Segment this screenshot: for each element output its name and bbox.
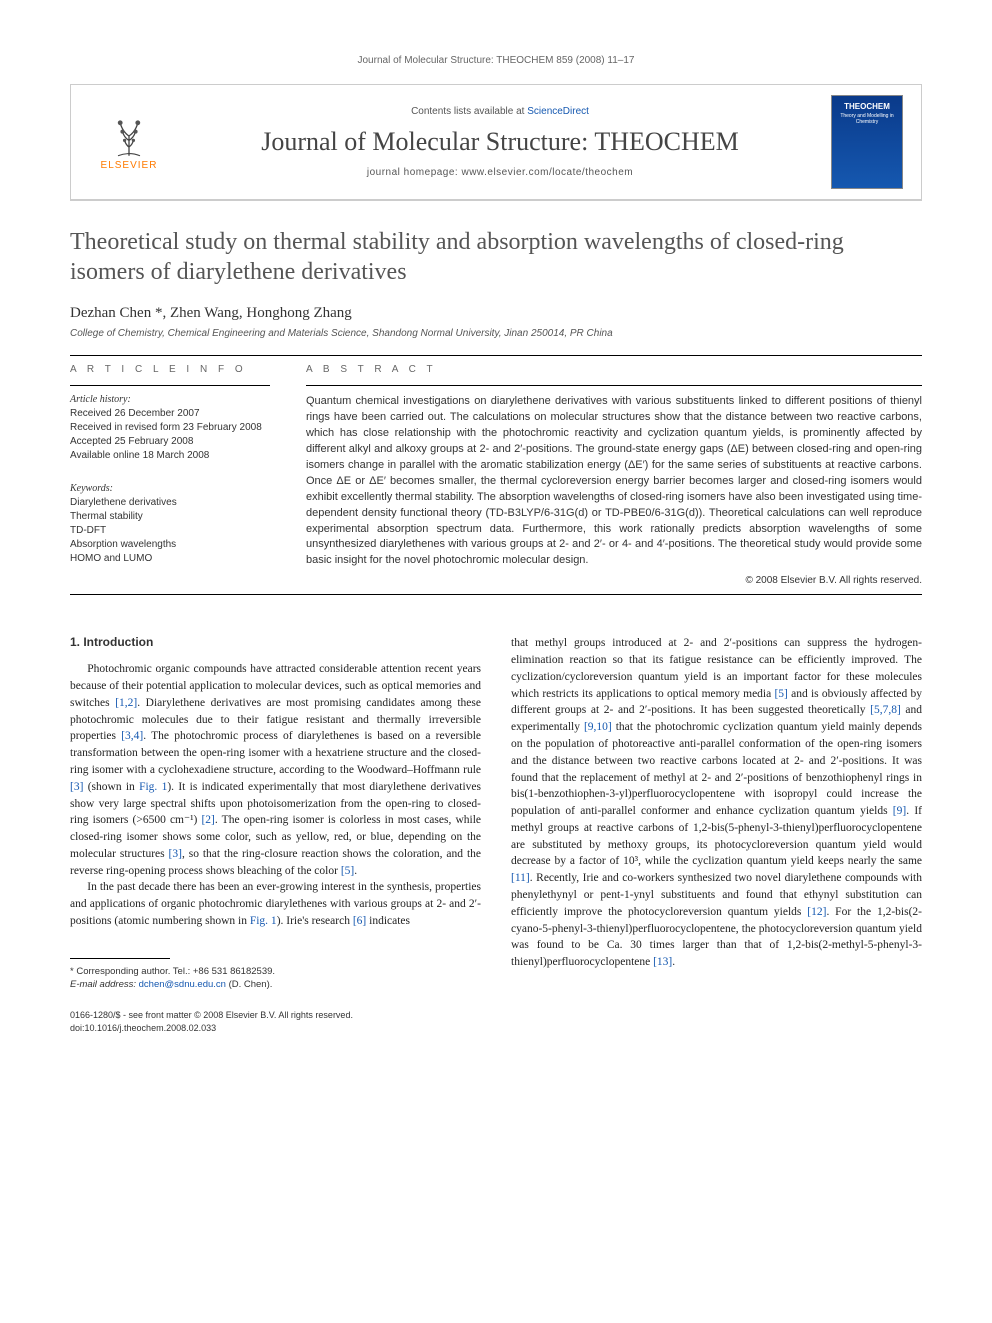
intro-para-1: Photochromic organic compounds have attr… (70, 661, 481, 879)
ref-link[interactable]: [3,4] (121, 730, 143, 742)
info-abstract-row: A R T I C L E I N F O Article history: R… (70, 364, 922, 586)
elsevier-tree-icon (107, 114, 151, 158)
history-item: Received 26 December 2007 (70, 407, 270, 421)
card-center: Contents lists available at ScienceDirec… (169, 102, 831, 182)
ref-link[interactable]: [2] (201, 814, 214, 826)
history-head: Article history: (70, 394, 270, 405)
rule-bottom (70, 594, 922, 595)
ref-link[interactable]: [3] (169, 848, 182, 860)
ref-link[interactable]: [5,7,8] (870, 704, 901, 716)
abstract-head: A B S T R A C T (306, 364, 922, 375)
journal-card: ELSEVIER Contents lists available at Sci… (70, 84, 922, 201)
t: . (354, 865, 357, 877)
cover-sub: Theory and Modelling in Chemistry (832, 113, 902, 125)
rule-top (70, 355, 922, 356)
running-head: Journal of Molecular Structure: THEOCHEM… (70, 55, 922, 66)
contents-prefix: Contents lists available at (411, 106, 527, 117)
history-item: Available online 18 March 2008 (70, 449, 270, 463)
keyword: Thermal stability (70, 510, 270, 524)
ref-link[interactable]: [5] (341, 865, 354, 877)
abstract-col: A B S T R A C T Quantum chemical investi… (306, 364, 922, 586)
doi-line: doi:10.1016/j.theochem.2008.02.033 (70, 1022, 922, 1035)
article-info-head: A R T I C L E I N F O (70, 364, 270, 375)
card-top-row: ELSEVIER Contents lists available at Sci… (71, 85, 921, 200)
cover-title: THEOCHEM (844, 102, 890, 111)
page-footer: 0166-1280/$ - see front matter © 2008 El… (70, 1009, 922, 1034)
intro-para-cont: that methyl groups introduced at 2- and … (511, 635, 922, 971)
journal-name: Journal of Molecular Structure: THEOCHEM (179, 127, 821, 157)
body-two-col: 1. Introduction Photochromic organic com… (70, 635, 922, 991)
t: that the photochromic cyclization quantu… (511, 721, 922, 817)
t: . (672, 956, 675, 968)
right-column: that methyl groups introduced at 2- and … (511, 635, 922, 991)
fig-link[interactable]: Fig. 1 (250, 915, 277, 927)
t: indicates (366, 915, 410, 927)
section-1-head: 1. Introduction (70, 635, 481, 649)
fig-link[interactable]: Fig. 1 (139, 781, 167, 793)
keyword: Absorption wavelengths (70, 538, 270, 552)
info-rule (70, 385, 270, 386)
ref-link[interactable]: [5] (774, 688, 787, 700)
article-title: Theoretical study on thermal stability a… (70, 227, 922, 287)
email-link[interactable]: dchen@sdnu.edu.cn (139, 979, 226, 990)
t: ). Irie's research (277, 915, 353, 927)
page-container: Journal of Molecular Structure: THEOCHEM… (0, 0, 992, 1075)
intro-para-2: In the past decade there has been an eve… (70, 879, 481, 929)
front-matter-line: 0166-1280/$ - see front matter © 2008 El… (70, 1009, 922, 1022)
abstract-text: Quantum chemical investigations on diary… (306, 394, 922, 569)
keyword: HOMO and LUMO (70, 552, 270, 566)
affiliation: College of Chemistry, Chemical Engineeri… (70, 328, 922, 339)
sciencedirect-link[interactable]: ScienceDirect (527, 106, 589, 117)
journal-cover-thumb: THEOCHEM Theory and Modelling in Chemist… (831, 95, 903, 189)
ref-link[interactable]: [12] (807, 906, 826, 918)
left-column: 1. Introduction Photochromic organic com… (70, 635, 481, 991)
keyword: TD-DFT (70, 524, 270, 538)
email-line: E-mail address: dchen@sdnu.edu.cn (D. Ch… (70, 978, 481, 991)
author-list: Dezhan Chen *, Zhen Wang, Honghong Zhang (70, 305, 922, 322)
homepage-line: journal homepage: www.elsevier.com/locat… (179, 167, 821, 178)
t: (D. Chen). (226, 979, 272, 990)
elsevier-label: ELSEVIER (101, 160, 158, 171)
ref-link[interactable]: [11] (511, 872, 530, 884)
ref-link[interactable]: [1,2] (115, 697, 137, 709)
email-label: E-mail address: (70, 979, 139, 990)
history-item: Received in revised form 23 February 200… (70, 421, 270, 435)
ref-link[interactable]: [9] (893, 805, 906, 817)
abs-rule (306, 385, 922, 386)
t: (shown in (83, 781, 139, 793)
history-item: Accepted 25 February 2008 (70, 435, 270, 449)
ref-link[interactable]: [3] (70, 781, 83, 793)
keywords-head: Keywords: (70, 483, 270, 494)
keyword: Diarylethene derivatives (70, 496, 270, 510)
footnote-rule (70, 958, 170, 959)
contents-line: Contents lists available at ScienceDirec… (179, 106, 821, 117)
ref-link[interactable]: [6] (353, 915, 366, 927)
elsevier-logo: ELSEVIER (89, 102, 169, 182)
ref-link[interactable]: [13] (653, 956, 672, 968)
ref-link[interactable]: [9,10] (584, 721, 612, 733)
abstract-copyright: © 2008 Elsevier B.V. All rights reserved… (306, 575, 922, 586)
article-info-col: A R T I C L E I N F O Article history: R… (70, 364, 270, 586)
corresponding-author: * Corresponding author. Tel.: +86 531 86… (70, 965, 481, 978)
